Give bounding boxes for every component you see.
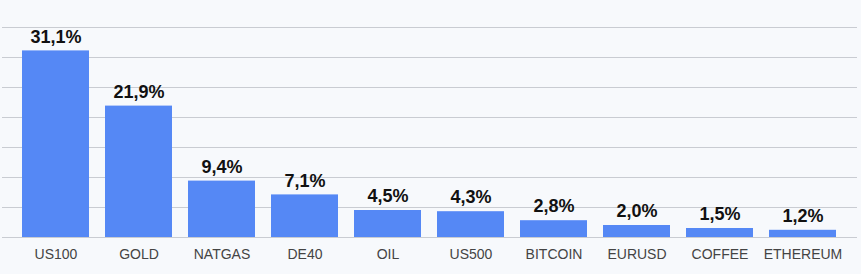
svg-text:ETHEREUM: ETHEREUM [764,246,843,262]
svg-text:2,0%: 2,0% [616,201,657,221]
svg-text:1,2%: 1,2% [782,206,823,226]
svg-text:US500: US500 [450,246,493,262]
svg-text:US100: US100 [35,246,78,262]
svg-text:NATGAS: NATGAS [194,246,251,262]
svg-text:9,4%: 9,4% [201,157,242,177]
svg-text:GOLD: GOLD [119,246,159,262]
svg-text:OIL: OIL [377,246,400,262]
svg-text:4,3%: 4,3% [450,187,491,207]
svg-text:4,5%: 4,5% [367,186,408,206]
svg-text:21,9%: 21,9% [113,82,164,102]
svg-text:COFFEE: COFFEE [692,246,749,262]
svg-text:7,1%: 7,1% [284,171,325,191]
svg-text:EURUSD: EURUSD [607,246,666,262]
svg-text:31,1%: 31,1% [30,27,81,47]
svg-text:BITCOIN: BITCOIN [526,246,583,262]
svg-text:1,5%: 1,5% [699,204,740,224]
svg-text:2,8%: 2,8% [533,196,574,216]
svg-text:DE40: DE40 [287,246,322,262]
